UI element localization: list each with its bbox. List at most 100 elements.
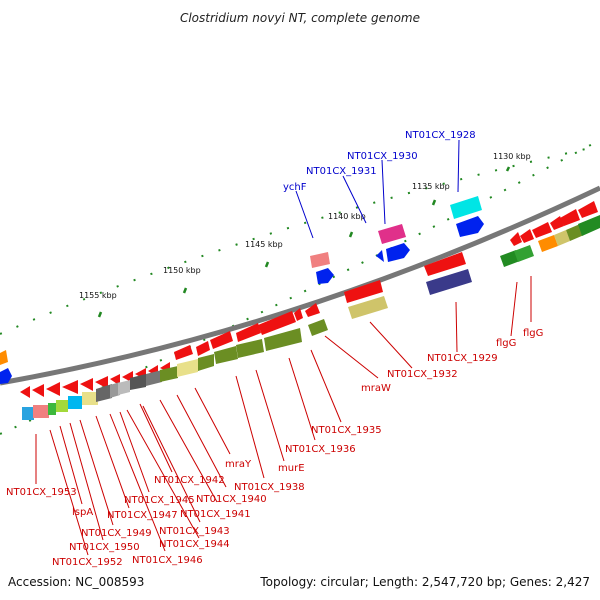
gene-arrow [550, 216, 564, 230]
label-NT01CX_1928: NT01CX_1928 [405, 130, 476, 141]
label-mraY: mraY [225, 459, 252, 470]
gene-row-lower [22, 215, 600, 420]
scale-labels: 1130 kbp 1135 kbp 1140 kbp 1145 kbp 1150… [79, 152, 531, 300]
label-flgG-1: flgG [496, 338, 516, 349]
gene-outer [0, 196, 484, 384]
gene-blue [0, 368, 12, 384]
gene-block [146, 370, 162, 386]
gene-arrow [532, 222, 552, 238]
gene-block [308, 319, 328, 336]
genome-backbone [0, 185, 600, 386]
scale-label-1130: 1130 kbp [493, 152, 531, 161]
tick-1130 [505, 166, 511, 172]
gene-arrow [520, 229, 534, 243]
leader-lines [35, 139, 532, 556]
label-NT01CX_1932: NT01CX_1932 [387, 369, 458, 380]
scale-label-1145: 1145 kbp [245, 240, 283, 249]
label-NT01CX_1935: NT01CX_1935 [311, 425, 382, 436]
gene-arrow [560, 209, 580, 226]
label-NT01CX_1947: NT01CX_1947 [107, 510, 178, 521]
gene-arrow [80, 378, 93, 391]
gene-arrow [174, 345, 193, 360]
label-NT01CX_1952: NT01CX_1952 [52, 557, 123, 568]
gene-block [538, 235, 558, 252]
gene-block [110, 382, 120, 398]
gene-block [426, 269, 472, 295]
tick-1140 [348, 231, 354, 238]
gene-orange [0, 350, 8, 365]
map-title: Clostridium novyi NT, complete genome [180, 11, 420, 25]
gene-arrow [95, 376, 108, 389]
scale-ticks [97, 166, 511, 318]
gene-block [22, 407, 34, 420]
gene-block [33, 405, 49, 418]
scale-label-1135: 1135 kbp [412, 182, 450, 191]
gene-block [56, 400, 68, 412]
gene-blue-small [376, 250, 384, 262]
tick-1155 [97, 311, 103, 318]
gene-arrow [344, 280, 383, 303]
gene-block [118, 380, 130, 395]
bottom-labels: NT01CX_1935 NT01CX_1936 murE NT01CX_1938… [6, 425, 382, 568]
gene-arrow [62, 380, 78, 394]
label-lspA: lspA [72, 507, 93, 518]
gene-arrow [510, 232, 522, 246]
gene-block [82, 392, 98, 405]
tick-1135 [431, 199, 437, 206]
label-NT01CX_1946: NT01CX_1946 [132, 555, 203, 566]
scale-label-1140: 1140 kbp [328, 212, 366, 221]
gene-block [198, 354, 214, 371]
gene-block [578, 215, 600, 236]
right-labels: NT01CX_1929 NT01CX_1932 mraW flgG flgG [361, 328, 543, 394]
gene-arrow [258, 311, 296, 335]
label-NT01CX_1938: NT01CX_1938 [234, 482, 305, 493]
gene-block [264, 328, 302, 351]
gene-arrow [294, 308, 303, 321]
gene-block [96, 384, 112, 402]
gene-cyan [450, 196, 482, 219]
label-NT01CX_1929: NT01CX_1929 [427, 353, 498, 364]
gene-arrow [578, 201, 598, 218]
gene-magenta [378, 224, 406, 244]
label-mraW: mraW [361, 383, 391, 394]
accession-text: Accession: NC_008593 [8, 575, 144, 589]
gene-blue [316, 268, 334, 284]
gene-block [236, 339, 264, 358]
gene-block [130, 374, 146, 390]
scale-label-1150: 1150 kbp [163, 266, 201, 275]
gene-arrow [305, 303, 320, 317]
ychF-gene [310, 252, 330, 268]
label-ychF: ychF [283, 182, 307, 193]
label-NT01CX_1931: NT01CX_1931 [306, 166, 377, 177]
gene-block [554, 230, 570, 246]
gene-arrow [20, 386, 30, 398]
gene-block [68, 396, 82, 409]
gene-block [214, 346, 238, 364]
label-murE: murE [278, 463, 305, 474]
label-NT01CX_1930: NT01CX_1930 [347, 151, 418, 162]
label-flgG-2: flgG [523, 328, 543, 339]
scale-ring [0, 147, 591, 335]
gene-block [177, 359, 198, 377]
tick-1150 [182, 287, 188, 294]
gene-block [348, 296, 388, 319]
genome-summary-text: Topology: circular; Length: 2,547,720 bp… [259, 575, 590, 589]
gene-block [500, 250, 520, 267]
label-NT01CX_1936: NT01CX_1936 [285, 444, 356, 455]
gene-arrow [32, 384, 44, 397]
label-NT01CX_1949: NT01CX_1949 [81, 528, 152, 539]
gene-block [48, 403, 56, 415]
gene-blue [456, 216, 484, 237]
label-NT01CX_1943: NT01CX_1943 [159, 526, 230, 537]
label-NT01CX_1945: NT01CX_1945 [124, 495, 195, 506]
tick-1145 [264, 261, 270, 268]
label-NT01CX_1942: NT01CX_1942 [154, 475, 225, 486]
gene-blue [386, 243, 410, 262]
scale-label-1155: 1155 kbp [79, 291, 117, 300]
gene-block [160, 366, 178, 382]
gene-row-upper [20, 201, 598, 398]
label-NT01CX_1950: NT01CX_1950 [69, 542, 140, 553]
label-NT01CX_1940: NT01CX_1940 [196, 494, 267, 505]
label-NT01CX_1944: NT01CX_1944 [159, 539, 230, 550]
